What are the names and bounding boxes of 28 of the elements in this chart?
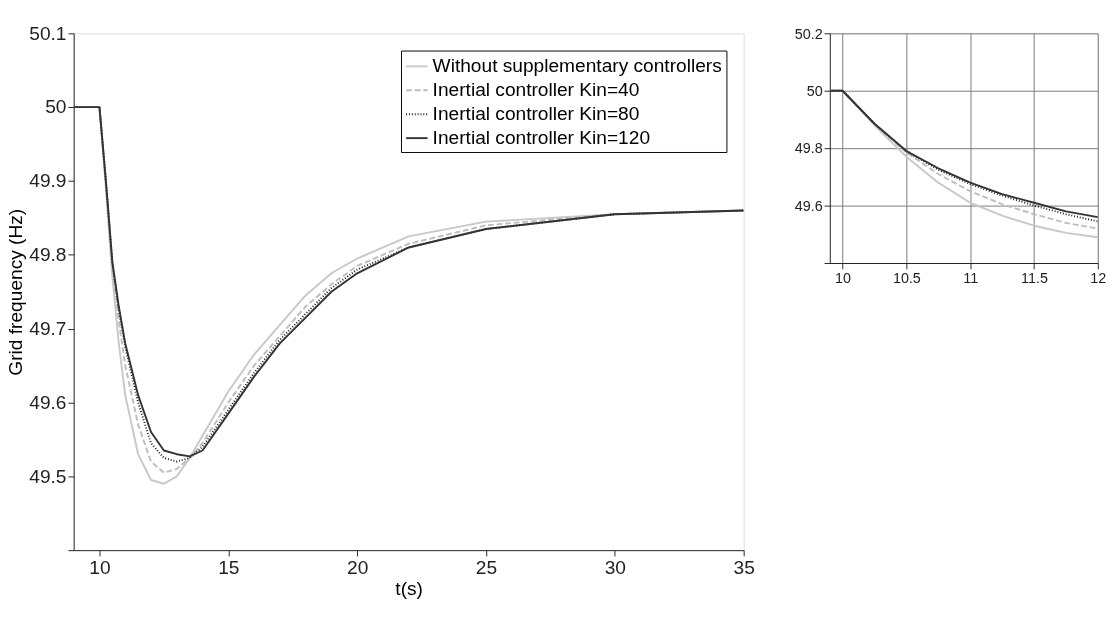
- y-tick-label: 49.6: [29, 391, 67, 413]
- y-tick-label: 50.2: [794, 25, 823, 42]
- x-tick-label: 11: [963, 269, 979, 286]
- legend-label: Inertial controller Kin=80: [432, 102, 640, 124]
- y-tick-label: 49.8: [29, 244, 67, 266]
- y-tick-label: 49.8: [794, 140, 823, 157]
- x-tick-label: 10.5: [892, 269, 921, 286]
- x-tick-label: 12: [1090, 269, 1107, 286]
- y-axis-title: Grid frequency (Hz): [4, 208, 26, 376]
- x-tick-label: 35: [733, 556, 755, 578]
- x-tick-label: 15: [218, 556, 240, 578]
- x-axis-title: t(s): [395, 577, 423, 599]
- x-tick-label: 30: [604, 556, 626, 578]
- x-tick-label: 10: [835, 269, 852, 286]
- x-tick-label: 20: [346, 556, 369, 578]
- y-tick-label: 50: [806, 83, 823, 100]
- legend-label: Inertial controller Kin=120: [432, 126, 651, 148]
- y-tick-label: 49.6: [794, 197, 823, 214]
- y-tick-label: 49.7: [29, 317, 67, 339]
- y-tick-label: 50: [45, 96, 67, 118]
- x-tick-label: 10: [89, 556, 111, 578]
- y-tick-label: 49.5: [29, 465, 67, 487]
- x-tick-label: 11.5: [1021, 269, 1048, 286]
- legend-label: Inertial controller Kin=40: [432, 79, 640, 101]
- y-tick-label: 49.9: [29, 170, 67, 192]
- x-tick-label: 25: [475, 556, 498, 578]
- legend-label: Without supplementary controllers: [432, 55, 722, 77]
- y-tick-label: 50.1: [29, 22, 67, 44]
